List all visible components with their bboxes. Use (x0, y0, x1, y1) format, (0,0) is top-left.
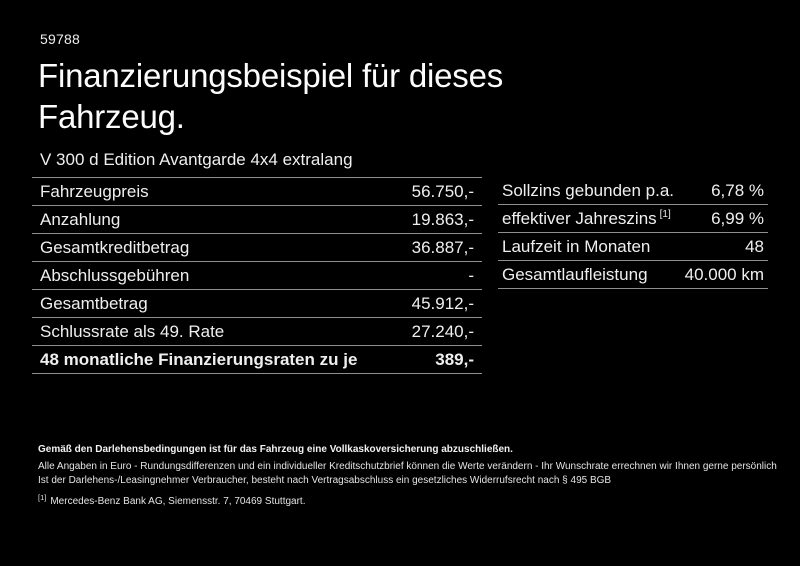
row-label: Sollzins gebunden p.a. (502, 180, 675, 200)
row-label: Fahrzeugpreis (40, 181, 149, 201)
bank-footnote: [1] Mercedes-Benz Bank AG, Siemensstr. 7,… (38, 492, 305, 508)
row-label: Gesamtlaufleistung (502, 264, 648, 284)
row-value: 36.887,- (411, 237, 474, 257)
footnote-text: Mercedes-Benz Bank AG, Siemensstr. 7, 70… (50, 496, 306, 507)
footnote-marker: [1] (38, 493, 47, 502)
vehicle-name: V 300 d Edition Avantgarde 4x4 extralang (40, 150, 353, 169)
table-row: Gesamtkreditbetrag 36.887,- (32, 234, 482, 262)
table-row: Sollzins gebunden p.a. 6,78 % (498, 177, 768, 205)
table-row: Anzahlung 19.863,- (32, 206, 482, 234)
conditions-table: Sollzins gebunden p.a. 6,78 % effektiver… (498, 177, 768, 289)
row-value: 56.750,- (411, 181, 474, 201)
row-label: 48 monatliche Finanzierungsraten zu je (40, 349, 358, 369)
table-row: Gesamtbetrag 45.912,- (32, 290, 482, 318)
monthly-rate-row: 48 monatliche Finanzierungsraten zu je 3… (32, 346, 482, 374)
row-value: 45.912,- (411, 293, 474, 313)
page-title-line2: Fahrzeug. (38, 98, 185, 135)
finance-table: Fahrzeugpreis 56.750,- Anzahlung 19.863,… (32, 177, 482, 374)
row-value: 6,99 % (711, 208, 764, 228)
row-label: Laufzeit in Monaten (502, 236, 651, 256)
row-value: - (468, 265, 474, 285)
row-label: Abschlussgebühren (40, 265, 190, 285)
table-row: effektiver Jahreszins [1] 6,99 % (498, 205, 768, 233)
row-value: 19.863,- (411, 209, 474, 229)
table-row: Fahrzeugpreis 56.750,- (32, 178, 482, 206)
disclaimer-note: Alle Angaben in Euro - Rundungsdifferenz… (38, 461, 777, 472)
row-label: Gesamtkreditbetrag (40, 237, 190, 257)
row-value: 6,78 % (711, 180, 764, 200)
table-row: Abschlussgebühren - (32, 262, 482, 290)
insurance-note: Gemäß den Darlehensbedingungen ist für d… (38, 444, 513, 455)
row-label: Anzahlung (40, 209, 121, 229)
table-row: Schlussrate als 49. Rate 27.240,- (32, 318, 482, 346)
table-row: Gesamtlaufleistung 40.000 km (498, 261, 768, 289)
page-title: Finanzierungsbeispiel für dieses Fahrzeug… (38, 55, 503, 137)
row-label: Gesamtbetrag (40, 293, 148, 313)
page-title-line1: Finanzierungsbeispiel für dieses (38, 57, 504, 94)
row-label: Schlussrate als 49. Rate (40, 321, 225, 341)
footnote-ref: [1] (659, 208, 671, 220)
table-row: Laufzeit in Monaten 48 (498, 233, 768, 261)
row-value: 27.240,- (411, 321, 474, 341)
row-value: 40.000 km (684, 264, 764, 284)
row-value: 48 (745, 236, 764, 256)
row-label: effektiver Jahreszins [1] (502, 208, 671, 228)
row-value: 389,- (435, 349, 474, 369)
withdrawal-note: Ist der Darlehens-/Leasingnehmer Verbrau… (38, 475, 612, 486)
listing-id: 59788 (40, 31, 80, 47)
